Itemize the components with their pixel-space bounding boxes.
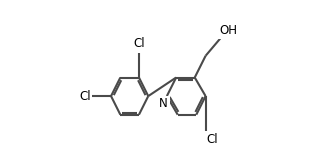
- Text: OH: OH: [220, 24, 238, 38]
- Text: Cl: Cl: [133, 37, 145, 50]
- Text: Cl: Cl: [206, 133, 217, 146]
- Text: N: N: [159, 97, 168, 110]
- Text: Cl: Cl: [79, 90, 90, 103]
